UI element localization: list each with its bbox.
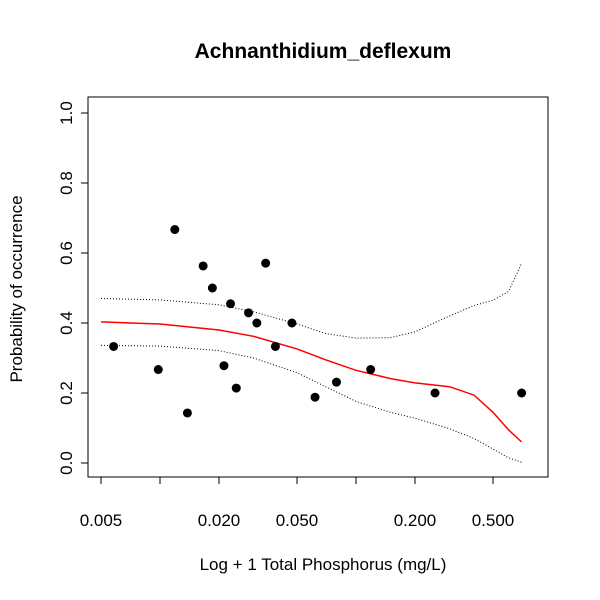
x-tick-label: 0.050 [276, 511, 319, 530]
data-points [109, 225, 527, 418]
x-axis-label: Log + 1 Total Phosphorus (mg/L) [200, 555, 447, 574]
x-tick-label: 0.200 [394, 511, 437, 530]
x-tick-label: 0.020 [198, 511, 241, 530]
x-axis: 0.005 0.020 0.050 0.200 0.500 [80, 476, 515, 530]
fitted-curve [100, 321, 523, 443]
data-point [153, 365, 163, 375]
y-axis: 0.0 0.2 0.4 0.6 0.8 1.0 [57, 101, 89, 475]
lower-bound-line [100, 344, 522, 463]
y-tick-label: 1.0 [57, 101, 76, 125]
data-point [198, 261, 208, 271]
data-point [517, 388, 527, 398]
chart-title: Achnanthidium_deflexum [195, 40, 452, 63]
data-point [244, 308, 254, 318]
data-point [207, 283, 217, 293]
y-tick-label: 0.4 [57, 311, 76, 335]
data-point [226, 299, 236, 309]
data-point [270, 341, 280, 351]
y-tick-label: 0.0 [57, 451, 76, 475]
y-tick-label: 0.6 [57, 241, 76, 265]
data-point [287, 318, 297, 328]
data-point [219, 361, 229, 371]
y-axis-label: Probability of occurrence [7, 195, 26, 382]
data-point [182, 408, 192, 418]
confidence-bounds [100, 263, 523, 463]
data-point [231, 383, 241, 393]
data-point [252, 318, 262, 328]
upper-bound-line [100, 263, 523, 339]
y-tick-label: 0.2 [57, 381, 76, 405]
plot-frame [87, 96, 549, 478]
data-point [366, 365, 376, 375]
data-point [170, 225, 180, 235]
fit-line [100, 321, 523, 443]
data-point [331, 377, 341, 387]
data-point [430, 388, 440, 398]
x-tick-label: 0.005 [80, 511, 123, 530]
x-tick-label: 0.500 [472, 511, 515, 530]
y-tick-label: 0.8 [57, 171, 76, 195]
data-point [310, 392, 320, 402]
data-point [109, 341, 119, 351]
data-point [261, 258, 271, 268]
